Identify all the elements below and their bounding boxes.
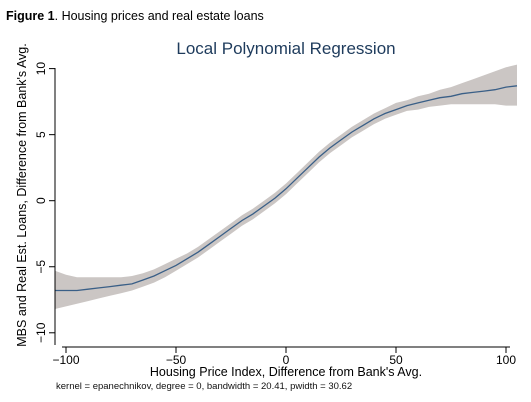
x-tick-label: 0 (283, 353, 290, 367)
figure-caption-text: . Housing prices and real estate loans (54, 9, 264, 23)
y-tick-label: 0 (34, 197, 48, 204)
x-tick-label: −100 (52, 353, 79, 367)
figure-caption: Figure 1. Housing prices and real estate… (6, 9, 264, 23)
figure-label: Figure 1 (6, 9, 55, 23)
chart-title: Local Polynomial Regression (176, 39, 395, 58)
x-axis-label: Housing Price Index, Difference from Ban… (150, 365, 422, 379)
kernel-footnote: kernel = epanechnikov, degree = 0, bandw… (56, 381, 353, 392)
y-axis-label: MBS and Real Est. Loans, Difference from… (15, 43, 29, 346)
x-tick-label: 100 (496, 353, 516, 367)
confidence-band (55, 64, 517, 309)
y-axis-ticks: −10 −5 0 5 10 (34, 62, 55, 343)
x-tick-label: 50 (389, 353, 403, 367)
y-tick-label: 10 (34, 62, 48, 76)
y-tick-label: −10 (34, 322, 48, 343)
regression-line (55, 85, 518, 292)
x-tick-label: −50 (166, 353, 187, 367)
y-tick-label: 5 (34, 131, 48, 138)
y-tick-label: −5 (34, 260, 48, 274)
x-axis-ticks: −100 −50 0 50 100 (52, 347, 516, 367)
